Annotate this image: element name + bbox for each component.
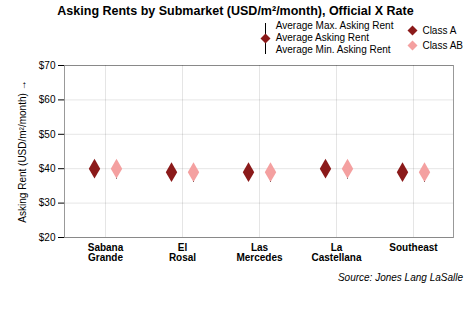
svg-text:$20: $20	[39, 232, 56, 243]
svg-text:Southeast: Southeast	[389, 242, 438, 253]
svg-text:$60: $60	[39, 94, 56, 105]
html-text:Average Max. Asking Rent: Average Max. Asking Rent	[275, 20, 394, 31]
svg-text:LasMercedes: LasMercedes	[236, 242, 283, 263]
svg-text:$40: $40	[39, 163, 56, 174]
html-text:Class A: Class A	[422, 24, 457, 36]
html-text:Average Asking Rent: Average Asking Rent	[275, 32, 369, 43]
svg-text:$50: $50	[39, 129, 56, 140]
svg-text:$70: $70	[39, 60, 56, 71]
html-text:Asking Rents by Submarket (USD: Asking Rents by Submarket (USD/m²/month)…	[57, 4, 414, 18]
svg-text:Asking Rent (USD/m²/month) →: Asking Rent (USD/m²/month) →	[17, 80, 28, 222]
svg-text:SabanaGrande: SabanaGrande	[88, 242, 124, 263]
svg-text:ElRosal: ElRosal	[169, 242, 196, 263]
svg-text:$30: $30	[39, 197, 56, 208]
html-text:Class AB: Class AB	[422, 39, 463, 51]
html-text:Average Min. Asking Rent: Average Min. Asking Rent	[275, 44, 391, 55]
html-text:Source: Jones Lang LaSalle: Source: Jones Lang LaSalle	[337, 272, 463, 283]
svg-text:LaCastellana: LaCastellana	[311, 242, 361, 263]
